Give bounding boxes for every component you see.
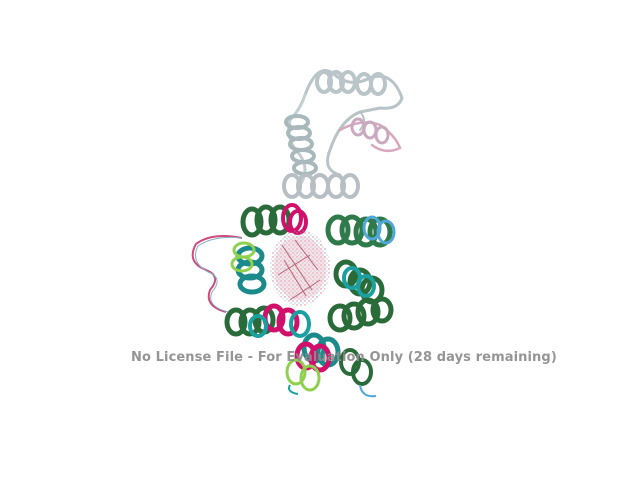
- lower-bundle: [224, 203, 396, 398]
- upper-helices: [282, 70, 390, 199]
- left-loop: [191, 235, 243, 313]
- evaluation-watermark: No License File - For Evaluation Only (2…: [131, 350, 557, 365]
- ligand-cluster: [270, 230, 330, 306]
